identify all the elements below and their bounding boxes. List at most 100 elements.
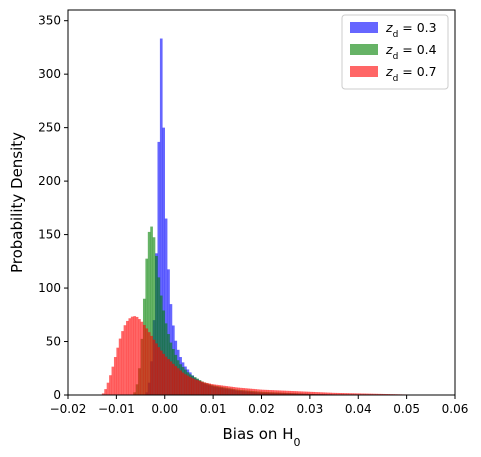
histogram-bar [223, 386, 226, 395]
histogram-bar [298, 391, 301, 395]
histogram-bar [131, 317, 134, 395]
histogram-bar [283, 391, 286, 395]
histogram-bar [136, 317, 139, 395]
histogram-bar [109, 375, 112, 395]
histogram-bar [189, 377, 192, 395]
histogram-bar [150, 336, 153, 395]
histogram-bar [194, 379, 197, 395]
histogram-bar [211, 384, 214, 395]
histogram-bar [162, 354, 165, 395]
histogram-bar [119, 339, 122, 395]
x-axis-label: Bias on H0 [223, 425, 301, 449]
histogram-bar [153, 340, 156, 395]
histogram-bar [218, 385, 221, 395]
histogram-bar [242, 388, 245, 395]
histogram-bar [262, 390, 265, 395]
y-tick-label: 250 [38, 121, 61, 135]
histogram-bar [191, 378, 194, 395]
histogram-bar [228, 386, 231, 395]
histogram-bar [116, 348, 119, 395]
histogram-bar [274, 390, 277, 395]
histogram-bar [213, 384, 216, 395]
y-tick-label: 200 [38, 174, 61, 188]
histogram-bar [114, 357, 117, 395]
y-tick-label: 0 [53, 388, 61, 402]
histogram-bar [291, 391, 294, 395]
histogram-bar [300, 391, 303, 395]
x-tick-label: 0.04 [345, 402, 372, 416]
histogram-bar [148, 332, 151, 395]
histogram-bar [303, 392, 306, 395]
y-tick-label: 50 [46, 335, 61, 349]
histogram-bar [281, 391, 284, 395]
histogram-bar [165, 357, 168, 395]
histogram-bar [155, 343, 158, 395]
histogram-bar [128, 318, 131, 395]
histogram-bar [225, 386, 228, 395]
x-axis-label-subscript: 0 [293, 436, 300, 449]
histogram-bar [184, 374, 187, 395]
histogram-bar [126, 321, 129, 395]
x-tick-label: 0.03 [297, 402, 324, 416]
histogram-bar [138, 319, 141, 395]
y-tick-label: 300 [38, 67, 61, 81]
histogram-bar [264, 390, 267, 395]
histogram-bar [286, 391, 289, 395]
histogram-bar [206, 383, 209, 395]
histogram-bar [141, 322, 144, 395]
histogram-bar [240, 388, 243, 395]
histogram-bar [121, 331, 124, 395]
x-tick-label: 0.00 [151, 402, 178, 416]
histogram-bar [160, 351, 163, 395]
histogram-bar [203, 382, 206, 395]
histogram-bar [230, 387, 233, 395]
histogram-bar [295, 391, 298, 395]
histogram-bar [232, 387, 235, 395]
histogram-bar [276, 390, 279, 395]
y-axis-label: Probability Density [8, 132, 26, 273]
x-tick-label: 0.02 [248, 402, 275, 416]
x-tick-label: −0.02 [50, 402, 87, 416]
histogram-bars-layer [102, 39, 455, 395]
histogram-bar [271, 390, 274, 395]
histogram-bar [259, 390, 262, 395]
x-tick-label: 0.06 [442, 402, 469, 416]
histogram-bar [235, 387, 238, 395]
y-tick-label: 100 [38, 281, 61, 295]
histogram-bar [257, 389, 260, 395]
histogram-bar [172, 364, 175, 395]
y-tick-label: 350 [38, 14, 61, 28]
y-axis-ticks: 0 50 100 150 200 250 300 350 [38, 14, 68, 402]
histogram-bar [157, 347, 160, 395]
histogram-bar [177, 368, 180, 395]
histogram-bar [104, 389, 107, 395]
histogram-bar [220, 385, 223, 395]
y-tick-label: 150 [38, 228, 61, 242]
legend-swatch [350, 44, 378, 55]
histogram-bar [182, 373, 185, 395]
legend-swatch [350, 22, 378, 33]
histogram-bar [179, 370, 182, 395]
legend-swatch [350, 66, 378, 77]
histogram-bar [143, 325, 146, 395]
histogram-bar [107, 383, 110, 395]
histogram-bar [237, 388, 240, 395]
histogram-bar [167, 359, 170, 395]
histogram-bar [201, 382, 204, 395]
x-tick-label: −0.01 [98, 402, 135, 416]
histogram-bar [133, 316, 136, 395]
histogram-bar [249, 389, 252, 395]
histogram-bar [145, 328, 148, 395]
x-axis-label-text: Bias on H [223, 425, 294, 443]
histogram-bar [208, 384, 211, 396]
x-tick-label: 0.01 [200, 402, 227, 416]
histogram-bar [112, 367, 115, 395]
legend-items: zd = 0.3zd = 0.4zd = 0.7 [350, 20, 437, 84]
histogram-bar [293, 391, 296, 395]
histogram-bar [170, 361, 173, 395]
histogram-bar [305, 392, 308, 395]
histogram-bar [288, 391, 291, 395]
